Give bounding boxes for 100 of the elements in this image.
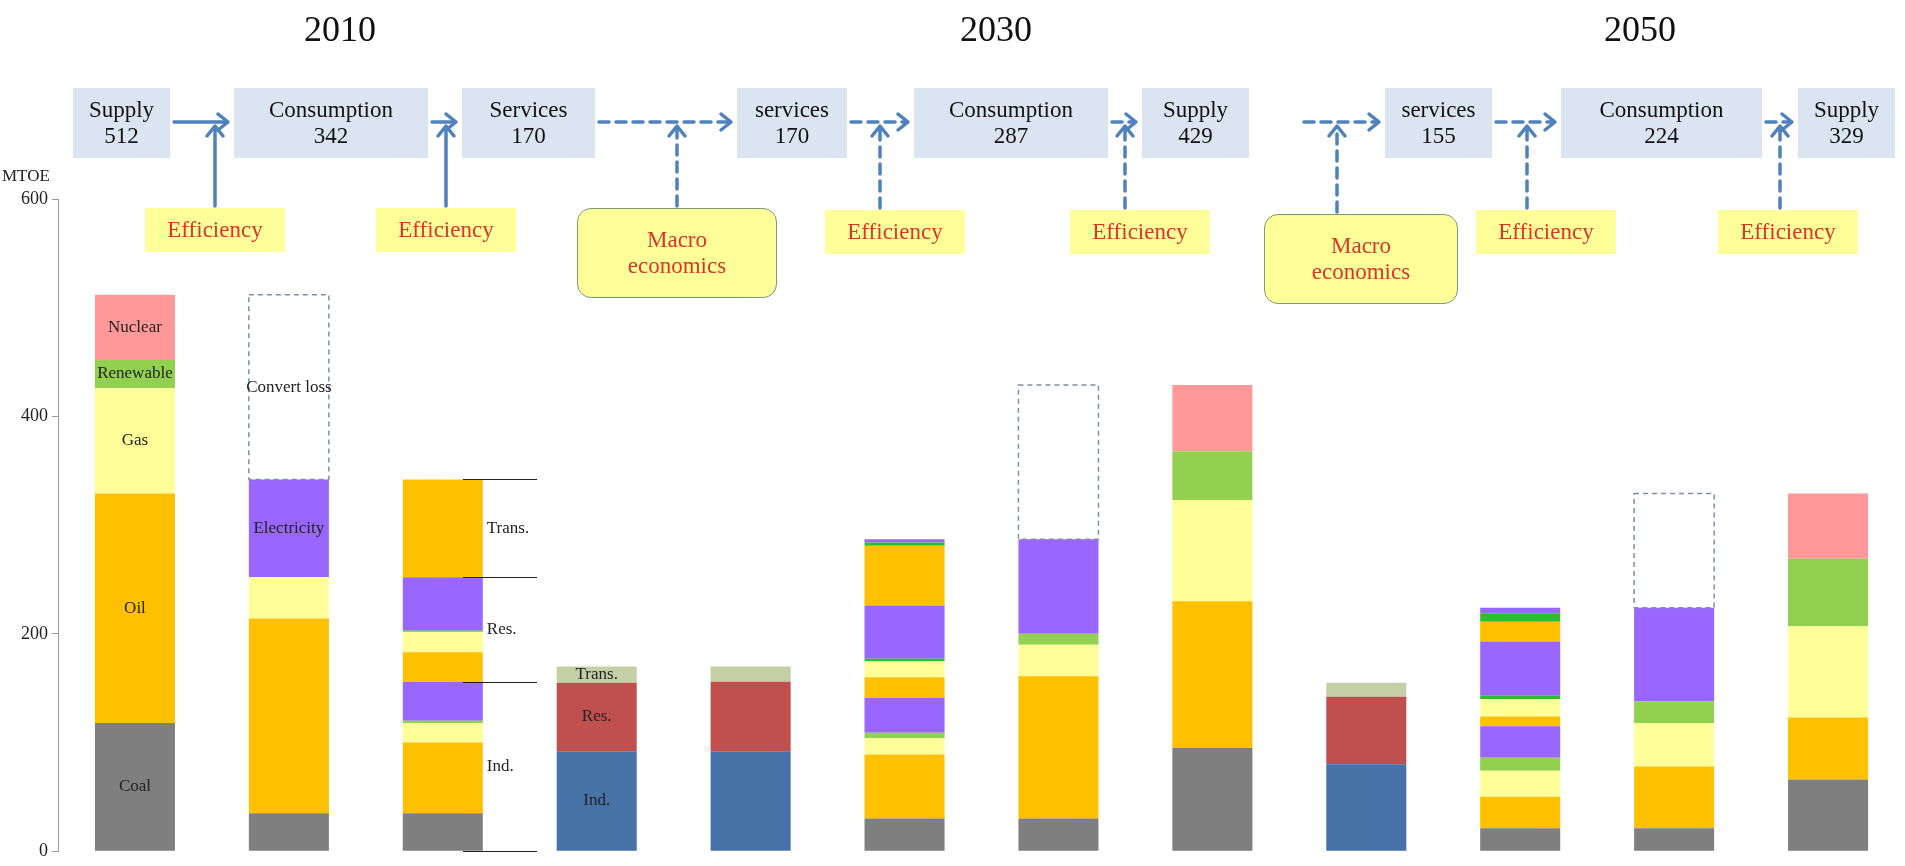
bar — [1788, 626, 1869, 718]
bar — [1480, 641, 1561, 696]
bar — [1788, 779, 1869, 851]
bar — [402, 742, 483, 814]
callout-box: Efficiency — [376, 208, 516, 252]
flow-box: services 155 — [1385, 88, 1492, 158]
bar — [402, 631, 483, 653]
flow-box: Consumption 342 — [234, 88, 428, 158]
bar — [864, 605, 945, 659]
flow-box: Consumption 287 — [914, 88, 1108, 158]
bar — [1480, 716, 1561, 727]
bar — [402, 652, 483, 682]
bar — [1018, 818, 1099, 851]
bar — [864, 818, 945, 851]
bar — [864, 754, 945, 819]
annotation: Trans. — [486, 517, 530, 537]
bar — [710, 666, 791, 682]
bar — [1634, 722, 1715, 767]
bar — [1634, 701, 1715, 723]
bar — [1480, 621, 1561, 642]
bar — [556, 682, 637, 752]
bar — [1326, 696, 1407, 765]
flow-box: Services 170 — [462, 88, 595, 158]
callout-box: Efficiency — [1070, 210, 1210, 254]
bar — [1480, 607, 1561, 614]
bar — [248, 479, 329, 578]
bar — [864, 732, 945, 739]
bar — [864, 677, 945, 698]
annotation: Efficiency — [1092, 218, 1188, 246]
bar — [1480, 757, 1561, 771]
annotation: Efficiency — [847, 218, 943, 246]
series-label: Nuclear — [108, 316, 163, 336]
bar — [94, 388, 175, 494]
text: 2030 — [960, 9, 1032, 51]
callout-box: Efficiency — [145, 208, 285, 252]
bar — [1788, 493, 1869, 559]
callout-box: Efficiency — [825, 210, 965, 254]
bar — [1326, 682, 1407, 697]
annotation: Efficiency — [1498, 218, 1594, 246]
annotation: Efficiency — [167, 216, 263, 244]
bar — [1480, 796, 1561, 829]
series-label: Res. — [581, 706, 612, 726]
bar — [1172, 601, 1253, 748]
callout-box: Efficiency — [1718, 210, 1858, 254]
bar — [1634, 766, 1715, 829]
text: 2010 — [304, 9, 376, 51]
annotation: Ind. — [486, 755, 514, 775]
bar — [94, 722, 175, 851]
flow-box: Supply 512 — [73, 88, 170, 158]
series-label: Renewable — [97, 363, 173, 383]
callout-box: Macro economics — [1264, 214, 1458, 304]
annotation: Efficiency — [1740, 218, 1836, 246]
callout-box: Macro economics — [577, 208, 777, 298]
callout-box: Efficiency — [1476, 210, 1616, 254]
bar — [864, 738, 945, 755]
bar — [1326, 764, 1407, 851]
bar — [94, 294, 175, 360]
y-axis-title: MTOE — [2, 165, 50, 185]
bar — [1172, 384, 1253, 452]
bar — [1480, 613, 1561, 622]
bar — [1172, 500, 1253, 602]
bar — [402, 479, 483, 578]
bar — [402, 722, 483, 743]
bar — [1788, 717, 1869, 780]
bar — [1018, 676, 1099, 819]
flow-box: Supply 329 — [1798, 88, 1895, 158]
series-label: Oil — [124, 597, 147, 617]
annotation: Res. — [486, 618, 517, 638]
bar — [1480, 695, 1561, 700]
bar — [864, 658, 945, 661]
annotation: Efficiency — [398, 216, 494, 244]
bar — [864, 545, 945, 606]
bar — [710, 751, 791, 851]
bar — [402, 813, 483, 851]
bar — [1634, 607, 1715, 702]
bar — [864, 697, 945, 733]
bar — [248, 813, 329, 851]
annotation: Macro economics — [626, 226, 728, 280]
bar — [710, 681, 791, 752]
bar — [1480, 699, 1561, 717]
bar — [1172, 451, 1253, 501]
series-label: Ind. — [583, 790, 611, 810]
flow-box: services 170 — [737, 88, 847, 158]
series-label: Electricity — [253, 517, 325, 537]
bar — [1018, 644, 1099, 677]
bar — [556, 751, 637, 851]
annotation: Macro economics — [1310, 232, 1412, 286]
series-label: Coal — [118, 776, 152, 796]
bar — [1018, 539, 1099, 634]
y-tick-label: 0 — [39, 839, 48, 860]
bar — [864, 660, 945, 678]
y-tick-label: 600 — [21, 187, 48, 208]
bar — [402, 720, 483, 723]
bar — [402, 681, 483, 721]
bar — [248, 577, 329, 619]
bar — [1172, 747, 1253, 851]
flow-box: Consumption 224 — [1561, 88, 1762, 158]
bar — [248, 618, 329, 814]
bar — [1788, 558, 1869, 627]
bar — [1480, 726, 1561, 758]
